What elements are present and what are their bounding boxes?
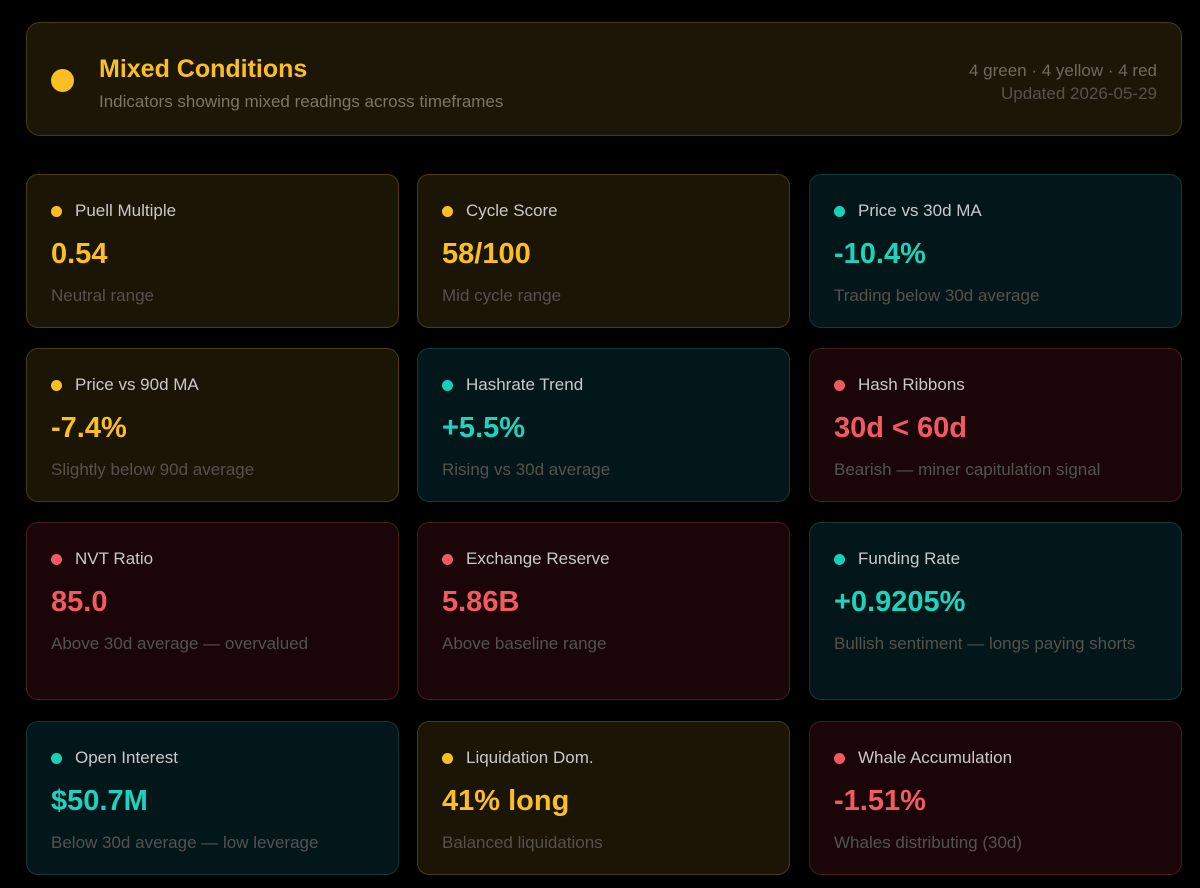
- indicator-value: $50.7M: [51, 785, 148, 817]
- status-dot-icon: [834, 380, 845, 391]
- indicator-description: Bullish sentiment — longs paying shorts: [834, 634, 1136, 653]
- updated-timestamp: Updated 2026-05-29: [1001, 84, 1157, 103]
- indicator-description: Rising vs 30d average: [442, 460, 611, 479]
- status-dot-icon: [51, 69, 74, 92]
- indicator-label: Puell Multiple: [75, 201, 177, 220]
- indicator-card-whale-accumulation[interactable]: Whale Accumulation -1.51% Whales distrib…: [809, 721, 1182, 875]
- status-dot-icon: [834, 206, 845, 217]
- indicator-value: 30d < 60d: [834, 412, 967, 444]
- indicator-description: Bearish — miner capitulation signal: [834, 460, 1101, 479]
- indicator-description: Trading below 30d average: [834, 286, 1040, 305]
- indicator-value: 5.86B: [442, 586, 520, 618]
- indicator-value: +0.9205%: [834, 586, 966, 618]
- indicator-description: Slightly below 90d average: [51, 460, 255, 479]
- indicator-description: Above baseline range: [442, 634, 607, 653]
- indicator-card-open-interest[interactable]: Open Interest $50.7M Below 30d average —…: [26, 721, 399, 875]
- indicator-label: Liquidation Dom.: [466, 748, 594, 767]
- indicator-card-hashrate-trend[interactable]: Hashrate Trend +5.5% Rising vs 30d avera…: [417, 348, 790, 502]
- status-dot-icon: [51, 380, 62, 391]
- indicator-description: Mid cycle range: [442, 286, 562, 305]
- indicator-value: +5.5%: [442, 412, 526, 444]
- indicator-label: Funding Rate: [858, 549, 961, 568]
- status-counts: 4 green · 4 yellow · 4 red: [968, 61, 1157, 80]
- status-dot-icon: [442, 206, 453, 217]
- status-dot-icon: [834, 753, 845, 764]
- status-dot-icon: [51, 753, 62, 764]
- indicator-card-price-vs-30d-ma[interactable]: Price vs 30d MA -10.4% Trading below 30d…: [809, 174, 1182, 328]
- indicator-label: Exchange Reserve: [466, 549, 610, 568]
- status-dot-icon: [51, 206, 62, 217]
- status-dot-icon: [51, 554, 62, 565]
- indicator-card-exchange-reserve[interactable]: Exchange Reserve 5.86B Above baseline ra…: [417, 522, 790, 700]
- status-banner: Mixed Conditions Indicators showing mixe…: [26, 22, 1182, 136]
- status-dot-icon: [834, 554, 845, 565]
- indicator-value: 85.0: [51, 586, 108, 618]
- indicator-card-liquidation-dominance[interactable]: Liquidation Dom. 41% long Balanced liqui…: [417, 721, 790, 875]
- indicator-card-hash-ribbons[interactable]: Hash Ribbons 30d < 60d Bearish — miner c…: [809, 348, 1182, 502]
- indicator-description: Whales distributing (30d): [834, 833, 1023, 852]
- indicator-value: 41% long: [442, 785, 570, 817]
- indicator-label: Hashrate Trend: [466, 375, 584, 394]
- indicator-description: Balanced liquidations: [442, 833, 603, 852]
- indicator-value: 0.54: [51, 238, 108, 270]
- banner-meta: 4 green · 4 yellow · 4 red Updated 2026-…: [969, 59, 1157, 105]
- indicator-label: Price vs 30d MA: [858, 201, 982, 220]
- status-dot-icon: [442, 380, 453, 391]
- indicator-card-price-vs-90d-ma[interactable]: Price vs 90d MA -7.4% Slightly below 90d…: [26, 348, 399, 502]
- indicator-description: Below 30d average — low leverage: [51, 833, 319, 852]
- indicator-card-puell-multiple[interactable]: Puell Multiple 0.54 Neutral range: [26, 174, 399, 328]
- indicator-description: Neutral range: [51, 286, 155, 305]
- indicator-label: NVT Ratio: [75, 549, 154, 568]
- indicator-value: -1.51%: [834, 785, 926, 817]
- indicator-card-cycle-score[interactable]: Cycle Score 58/100 Mid cycle range: [417, 174, 790, 328]
- banner-title: Mixed Conditions: [99, 55, 308, 83]
- indicator-value: 58/100: [442, 238, 531, 270]
- indicator-value: -10.4%: [834, 238, 926, 270]
- banner-subtitle: Indicators showing mixed readings across…: [99, 92, 504, 111]
- status-dot-icon: [442, 554, 453, 565]
- indicator-label: Hash Ribbons: [858, 375, 965, 394]
- indicator-card-nvt-ratio[interactable]: NVT Ratio 85.0 Above 30d average — overv…: [26, 522, 399, 700]
- indicator-label: Whale Accumulation: [858, 748, 1013, 767]
- indicator-description: Above 30d average — overvalued: [51, 634, 309, 653]
- indicator-label: Open Interest: [75, 748, 179, 767]
- indicator-card-funding-rate[interactable]: Funding Rate +0.9205% Bullish sentiment …: [809, 522, 1182, 700]
- indicator-value: -7.4%: [51, 412, 127, 444]
- indicator-label: Cycle Score: [466, 201, 558, 220]
- status-dot-icon: [442, 753, 453, 764]
- indicator-label: Price vs 90d MA: [75, 375, 199, 394]
